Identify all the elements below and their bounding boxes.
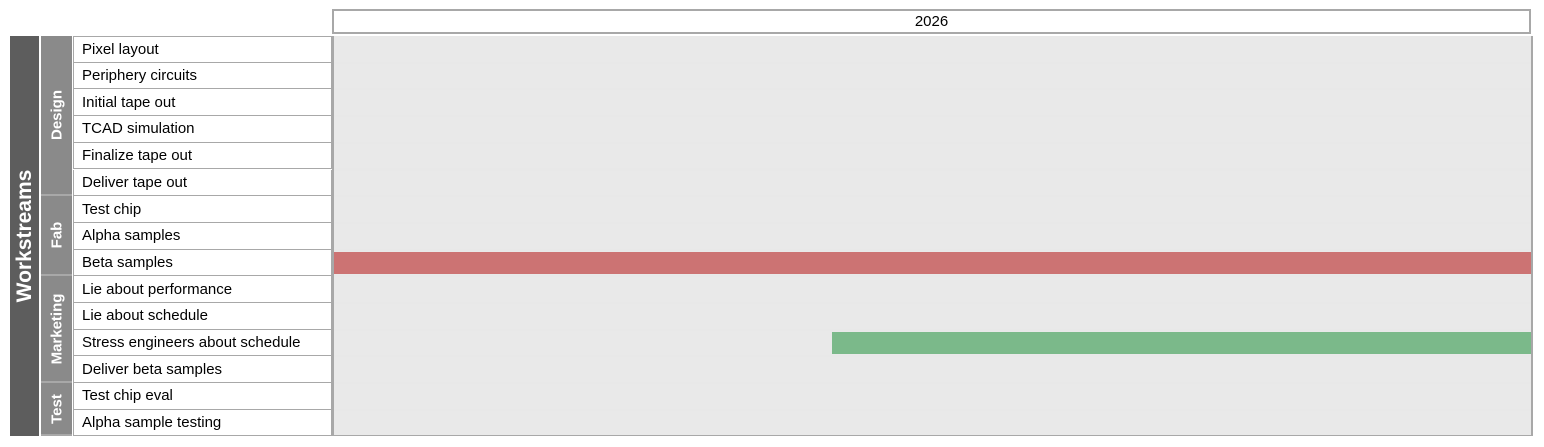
timeline-row xyxy=(334,357,1531,383)
task-label: Deliver tape out xyxy=(73,169,332,197)
timeline-row xyxy=(334,143,1531,169)
timeline-row xyxy=(334,170,1531,196)
group-label-text: Design xyxy=(48,90,65,141)
timeline-row xyxy=(334,304,1531,329)
task-label: Test chip eval xyxy=(73,383,332,410)
group-label-text: Test xyxy=(48,393,65,424)
group-label-text: Fab xyxy=(48,221,65,249)
task-label: Beta samples xyxy=(73,249,332,277)
group-label: Fab xyxy=(41,196,72,277)
workstreams-label-text: Workstreams xyxy=(12,169,36,303)
task-label: Alpha samples xyxy=(73,222,332,250)
group-label: Marketing xyxy=(41,276,72,384)
timeline-row xyxy=(334,63,1531,89)
task-label: Periphery circuits xyxy=(73,62,332,90)
task-bar xyxy=(831,332,1531,354)
timeline-row xyxy=(334,37,1531,62)
task-label: TCAD simulation xyxy=(73,116,332,143)
timeline-row xyxy=(334,90,1531,116)
group-label-text: Marketing xyxy=(48,293,65,365)
task-label: Test chip xyxy=(73,196,332,223)
task-label: Deliver beta samples xyxy=(73,356,332,384)
group-label: Test xyxy=(41,383,72,437)
timeline-row xyxy=(334,384,1531,409)
task-label: Stress engineers about schedule xyxy=(73,329,332,357)
task-bar xyxy=(334,252,1531,274)
timeline-row xyxy=(334,197,1531,222)
timeline-row xyxy=(334,223,1531,249)
workstreams-axis-label: Workstreams xyxy=(10,36,39,436)
task-label: Finalize tape out xyxy=(73,142,332,170)
timeline-row xyxy=(334,410,1531,436)
year-label: 2026 xyxy=(914,13,949,30)
task-label: Lie about performance xyxy=(73,276,332,303)
task-label: Lie about schedule xyxy=(73,303,332,330)
task-label: Alpha sample testing xyxy=(73,409,332,437)
task-label: Initial tape out xyxy=(73,89,332,117)
timeline-row xyxy=(334,277,1531,302)
group-label: Design xyxy=(41,36,72,197)
year-header: 2026 xyxy=(332,9,1531,34)
timeline-row xyxy=(334,117,1531,142)
task-label: Pixel layout xyxy=(73,36,332,63)
